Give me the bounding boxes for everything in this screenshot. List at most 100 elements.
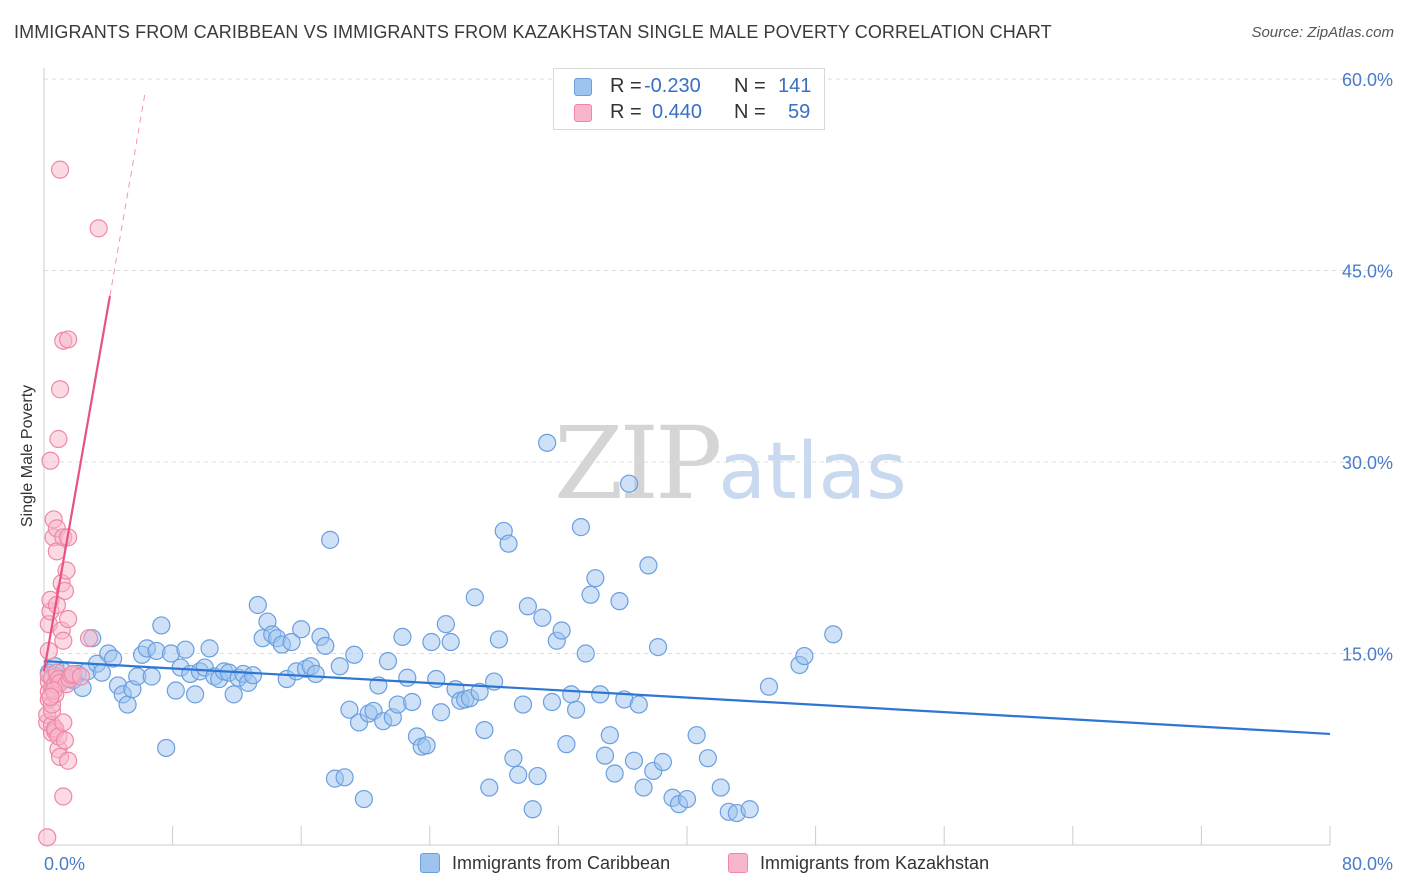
watermark: ZIPatlas xyxy=(554,405,907,522)
kazakhstan-point xyxy=(49,429,68,449)
kazakhstan-point xyxy=(54,713,73,732)
kazakhstan-point xyxy=(55,731,74,750)
caribbean-point xyxy=(605,764,624,783)
caribbean-point xyxy=(509,765,528,784)
caribbean-point xyxy=(576,644,595,663)
y-tick-label: 30.0% xyxy=(1342,453,1393,473)
caribbean-point xyxy=(393,627,412,647)
caribbean-point xyxy=(345,645,364,664)
kazakhstan-point xyxy=(79,629,99,648)
caribbean-point xyxy=(292,620,311,639)
caribbean-point xyxy=(538,433,557,452)
caribbean-point xyxy=(571,518,591,537)
watermark-zip: ZIP xyxy=(554,405,722,522)
kazakhstan-point xyxy=(38,828,57,847)
caribbean-point xyxy=(248,595,267,615)
kazakhstan-point xyxy=(59,751,78,770)
caribbean-point xyxy=(282,632,301,652)
kazakhstan-point xyxy=(41,687,60,707)
caribbean-point xyxy=(698,749,717,768)
legend-r-label: R = xyxy=(610,101,642,123)
kazakhstan-point xyxy=(50,160,70,179)
caribbean-point xyxy=(499,534,518,553)
caribbean-point xyxy=(340,700,359,719)
caribbean-point xyxy=(92,663,111,682)
caribbean-point xyxy=(634,778,653,797)
caribbean-point xyxy=(552,621,571,640)
legend-n-label: N = xyxy=(734,75,766,97)
caribbean-point xyxy=(186,685,205,704)
legend-r-value-caribbean: -0.230 xyxy=(644,75,701,97)
kazakhstan-point xyxy=(41,451,60,470)
caribbean-point xyxy=(624,751,644,770)
y-tick-label: 45.0% xyxy=(1342,262,1393,282)
caribbean-point xyxy=(591,685,610,704)
kazakhstan-point xyxy=(54,787,73,806)
caribbean-point xyxy=(417,736,436,755)
x-tick-label: 0.0% xyxy=(44,854,85,874)
caribbean-point xyxy=(653,752,672,772)
kazakhstan-point xyxy=(59,609,78,629)
caribbean-point xyxy=(335,768,354,787)
kazakhstan-point xyxy=(55,581,74,601)
legend-n-label: N = xyxy=(734,101,766,123)
caribbean-point xyxy=(431,703,451,722)
caribbean-point xyxy=(489,630,509,649)
caribbean-point xyxy=(557,735,576,754)
caribbean-point xyxy=(824,625,843,644)
legend-n-value-caribbean: 141 xyxy=(778,75,812,97)
kazakhstan-trend-extension xyxy=(109,91,146,297)
kazakhstan-point xyxy=(54,631,73,650)
caribbean-point xyxy=(422,632,441,652)
caribbean-point xyxy=(600,726,619,745)
caribbean-point xyxy=(354,789,373,809)
caribbean-point xyxy=(330,657,349,676)
caribbean-point xyxy=(610,592,629,611)
caribbean-point xyxy=(740,800,759,819)
chart-title: IMMIGRANTS FROM CARIBBEAN VS IMMIGRANTS … xyxy=(14,22,1052,42)
watermark-atlas: atlas xyxy=(718,427,907,517)
caribbean-point xyxy=(711,778,730,797)
caribbean-point xyxy=(528,766,547,786)
kazakhstan-trend-line xyxy=(42,295,111,672)
caribbean-point xyxy=(224,685,243,704)
caribbean-point xyxy=(441,632,460,652)
caribbean-point xyxy=(566,700,586,719)
caribbean-point xyxy=(316,636,335,655)
caribbean-point xyxy=(504,749,523,768)
stats-legend: R = -0.230 N = 141 R = 0.440 N = 59 xyxy=(553,68,825,130)
caribbean-point xyxy=(465,588,484,607)
kazakhstan-point xyxy=(71,667,91,686)
caribbean-point xyxy=(513,695,533,714)
caribbean-point xyxy=(542,692,562,712)
bottom-legend-label-kazakhstan: Immigrants from Kazakhstan xyxy=(760,853,990,873)
caribbean-point xyxy=(152,616,171,635)
caribbean-point xyxy=(306,664,325,684)
caribbean-point xyxy=(243,666,263,685)
x-tick-label: 80.0% xyxy=(1342,854,1393,874)
caribbean-point xyxy=(795,646,814,666)
caribbean-point xyxy=(142,667,161,686)
kazakhstan-point xyxy=(89,219,108,238)
caribbean-point xyxy=(118,695,137,714)
caribbean-point xyxy=(687,726,706,745)
caribbean-point xyxy=(157,738,176,758)
caribbean-point xyxy=(378,652,398,671)
bottom-legend-swatch-caribbean xyxy=(420,853,440,873)
caribbean-point xyxy=(677,789,697,809)
bottom-legend-swatch-kazakhstan xyxy=(728,853,748,873)
caribbean-point xyxy=(436,615,455,634)
caribbean-point xyxy=(562,685,581,704)
caribbean-point xyxy=(475,720,494,740)
caribbean-point xyxy=(176,640,195,659)
caribbean-point xyxy=(480,778,499,797)
caribbean-point xyxy=(523,800,542,819)
caribbean-point xyxy=(586,569,605,588)
y-tick-label: 15.0% xyxy=(1342,645,1393,665)
caribbean-point xyxy=(759,677,779,696)
caribbean-point xyxy=(595,746,615,765)
caribbean-point xyxy=(629,695,648,714)
caribbean-point xyxy=(581,585,600,604)
legend-r-value-kazakhstan: 0.440 xyxy=(652,101,703,123)
